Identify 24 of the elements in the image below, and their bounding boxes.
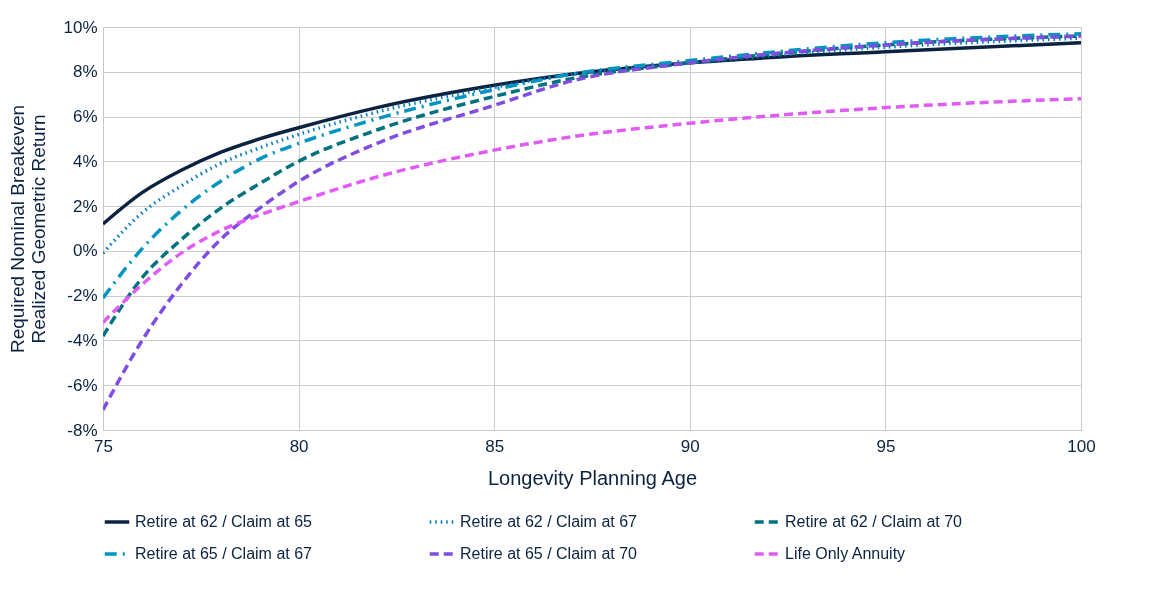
y-tick-label: -4%	[67, 330, 98, 350]
legend-label: Retire at 62 / Claim at 67	[460, 513, 638, 530]
x-axis-title: Longevity Planning Age	[487, 466, 698, 489]
y-tick-label: 10%	[63, 17, 98, 37]
legend-label: Retire at 65 / Claim at 67	[135, 545, 313, 562]
line-series	[103, 34, 1081, 412]
x-tick-label: 95	[876, 436, 896, 456]
legend-label: Life Only Annuity	[785, 545, 906, 562]
x-tick-label: 90	[680, 436, 700, 456]
y-tick-label: 0%	[72, 241, 98, 261]
legend-label: Retire at 65 / Claim at 70	[460, 545, 638, 562]
legend-label: Retire at 62 / Claim at 70	[785, 513, 963, 530]
line-series	[103, 96, 1081, 325]
y-tick-label: 6%	[72, 107, 98, 127]
y-tick-label: -2%	[67, 286, 98, 306]
y-tick-label: -6%	[67, 375, 98, 395]
x-tick-label: 100	[1067, 436, 1096, 456]
y-tick-label: 8%	[72, 62, 98, 82]
y-tick-label: 2%	[72, 196, 98, 216]
legend-label: Retire at 62 / Claim at 65	[135, 513, 313, 530]
y-tick-label: 4%	[72, 151, 98, 171]
y-axis-title: Required Nominal Breakeven Realized Geometric Return	[7, 104, 50, 354]
x-tick-label: 85	[485, 436, 505, 456]
x-tick-label: 80	[289, 436, 309, 456]
